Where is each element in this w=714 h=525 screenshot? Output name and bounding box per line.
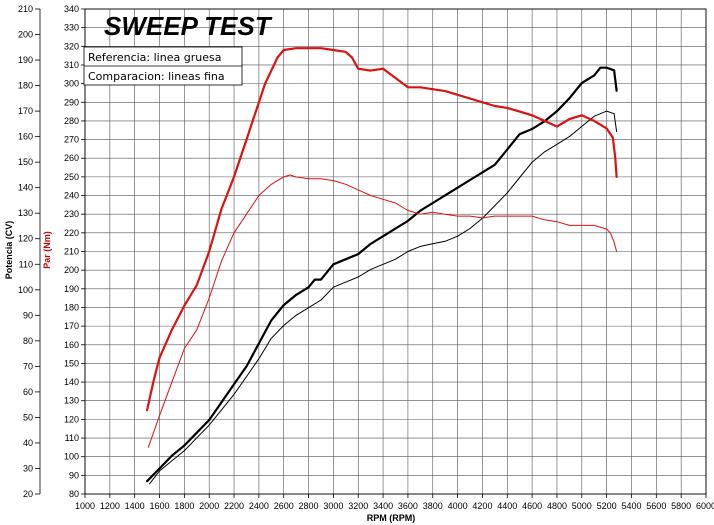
y-right-tick-label: 110 [65, 433, 79, 443]
x-tick-label: 1800 [174, 501, 194, 511]
y-right-tick-label: 340 [64, 4, 79, 14]
y-right-tick-label: 90 [69, 470, 79, 480]
y-left-tick-label: 180 [18, 81, 33, 91]
y-left-tick-label: 30 [23, 463, 33, 473]
x-tick-label: 2800 [299, 501, 319, 511]
y-left-tick-label: 160 [18, 132, 33, 142]
y-left-tick-label: 120 [18, 234, 33, 244]
x-tick-label: 5000 [572, 501, 592, 511]
x-tick-label: 2000 [199, 501, 219, 511]
x-tick-label: 3400 [373, 501, 393, 511]
x-tick-label: 2600 [274, 501, 294, 511]
x-tick-label: 2200 [224, 501, 244, 511]
y-right-tick-label: 80 [69, 489, 79, 499]
x-tick-label: 4400 [497, 501, 517, 511]
y-right-tick-label: 290 [64, 97, 79, 107]
y-left-tick-label: 110 [19, 259, 33, 269]
y-left-tick-label: 100 [18, 285, 33, 295]
x-tick-label: 4600 [522, 501, 542, 511]
y-left-tick-label: 170 [18, 106, 33, 116]
y-right-tick-label: 120 [64, 414, 79, 424]
series-layer [146, 47, 618, 485]
y-right-tick-label: 190 [64, 284, 79, 294]
x-tick-label: 1400 [125, 501, 145, 511]
y-left-tick-label: 60 [23, 387, 33, 397]
x-tick-label: 6000 [696, 501, 714, 511]
y-right-tick-label: 220 [64, 228, 79, 238]
legend-entry-comparacion: Comparacion: lineas fina [88, 70, 225, 83]
x-tick-label: 3200 [348, 501, 368, 511]
y-left-tick-label: 130 [18, 208, 33, 218]
y-right-tick-label: 210 [64, 247, 79, 257]
y-left-tick-label: 80 [23, 336, 33, 346]
y-right-tick-label: 300 [64, 79, 79, 89]
x-tick-label: 4800 [547, 501, 567, 511]
x-tick-label: 1600 [150, 501, 170, 511]
y-right-tick-label: 140 [64, 377, 79, 387]
y-right-tick-label: 100 [64, 452, 79, 462]
y-left-tick-label: 40 [23, 438, 33, 448]
torque-comparison-line [147, 174, 618, 448]
x-tick-label: 4200 [472, 501, 492, 511]
y-axis-right-title: Par (Nm) [42, 231, 52, 269]
y-right-tick-label: 270 [64, 135, 79, 145]
x-tick-label: 5600 [646, 501, 666, 511]
x-axis-title: RPM (RPM) [367, 513, 416, 523]
x-tick-label: 3800 [423, 501, 443, 511]
y-left-tick-label: 210 [18, 4, 33, 14]
chart-title: SWEEP TEST [104, 11, 273, 41]
x-tick-label: 5400 [621, 501, 641, 511]
y-right-tick-label: 170 [64, 321, 79, 331]
x-tick-label: 3600 [398, 501, 418, 511]
y-right-tick-label: 280 [64, 116, 79, 126]
y-right-tick-label: 310 [64, 60, 79, 70]
y-right-tick-label: 330 [64, 23, 79, 33]
y-right-tick-label: 130 [64, 396, 79, 406]
y-right-tick-label: 160 [64, 340, 79, 350]
x-tick-label: 1000 [75, 501, 95, 511]
x-tick-label: 5800 [671, 501, 691, 511]
legend: Referencia: linea gruesa Comparacion: li… [83, 46, 243, 86]
torque-reference-line [146, 47, 618, 412]
axis-layer: 1000 1200 1400 1600 1800 2000 2200 2400 2600 2800… [18, 4, 714, 511]
legend-entry-referencia: Referencia: linea gruesa [88, 51, 221, 64]
y-left-tick-label: 90 [23, 310, 33, 320]
y-left-tick-label: 150 [18, 157, 33, 167]
x-tick-label: 2400 [249, 501, 269, 511]
y-left-tick-label: 200 [18, 30, 33, 40]
y-right-tick-label: 250 [64, 172, 79, 182]
x-tick-label: 5200 [597, 501, 617, 511]
y-left-tick-label: 70 [23, 361, 33, 371]
x-tick-label: 3000 [323, 501, 343, 511]
y-right-tick-label: 150 [64, 358, 79, 368]
plot-frame [84, 8, 707, 495]
power-reference-line [146, 66, 618, 483]
x-tick-label: 1200 [100, 501, 120, 511]
y-axis-left-title: Potencia (CV) [4, 221, 14, 280]
y-right-tick-label: 240 [64, 191, 79, 201]
y-right-tick-label: 200 [64, 265, 79, 275]
y-right-tick-label: 260 [64, 153, 79, 163]
y-right-tick-label: 180 [64, 302, 79, 312]
y-left-tick-label: 20 [23, 489, 33, 499]
grid-layer [84, 8, 707, 495]
y-left-tick-label: 190 [18, 55, 33, 65]
y-right-tick-label: 230 [64, 209, 79, 219]
y-left-tick-label: 140 [18, 183, 33, 193]
y-left-tick-label: 50 [23, 412, 33, 422]
x-tick-label: 4000 [448, 501, 468, 511]
y-right-tick-label: 320 [64, 41, 79, 51]
power-comparison-line [149, 110, 618, 485]
